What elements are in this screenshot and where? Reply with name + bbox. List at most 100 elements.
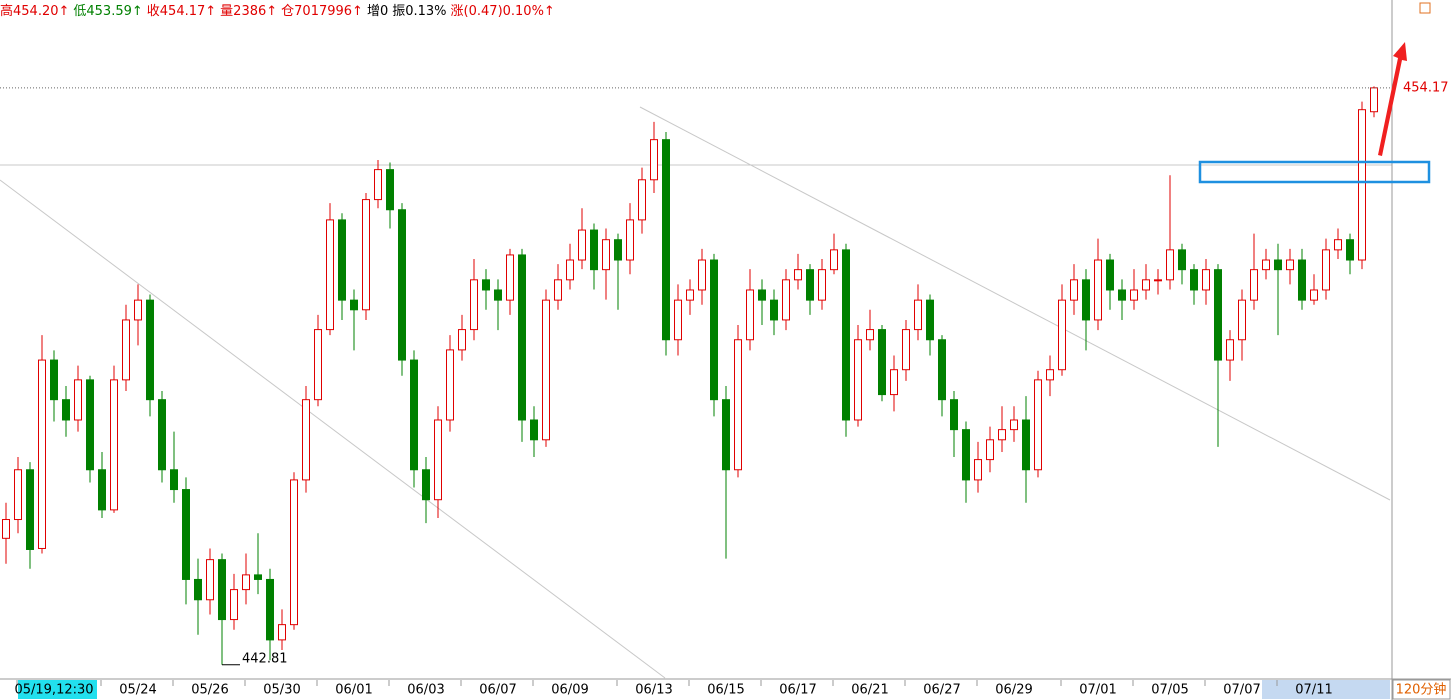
candle-body bbox=[1070, 279, 1078, 301]
candle-body bbox=[1010, 419, 1018, 431]
x-tick-label: 06/03 bbox=[407, 683, 444, 698]
candle-body bbox=[1178, 249, 1186, 271]
quote-field: 增0 bbox=[367, 4, 388, 19]
candle-body bbox=[1214, 269, 1222, 361]
candle-body bbox=[398, 209, 406, 361]
candle-body bbox=[698, 259, 706, 291]
quote-header: 高454.20↑ 低453.59↑ 收454.17↑ 量2386↑ 仓7017996↑ 增… bbox=[0, 3, 555, 19]
candle-body bbox=[446, 349, 454, 421]
candle-body bbox=[1118, 289, 1126, 301]
candle-body bbox=[230, 589, 238, 621]
candle-body bbox=[1262, 259, 1270, 271]
x-tick-label: 07/07 bbox=[1223, 683, 1260, 698]
candle-body bbox=[914, 299, 922, 331]
candle-body bbox=[266, 578, 274, 641]
candle-body bbox=[890, 369, 898, 396]
candle-body bbox=[26, 469, 34, 550]
quote-field: 收454.17↑ bbox=[147, 4, 216, 19]
x-tick-label: 06/27 bbox=[923, 683, 960, 698]
candle-body bbox=[1154, 279, 1162, 282]
candle-body bbox=[1226, 339, 1234, 361]
candle-body bbox=[758, 289, 766, 301]
candle-body bbox=[1022, 419, 1030, 471]
candle-body bbox=[1286, 259, 1294, 271]
x-tick-label: 06/13 bbox=[635, 683, 672, 698]
candle-body bbox=[422, 469, 430, 501]
x-tick-label: 06/01 bbox=[335, 683, 372, 698]
x-tick-label: 05/26 bbox=[191, 683, 228, 698]
x-tick-label: 07/01 bbox=[1079, 683, 1116, 698]
candle-body bbox=[866, 329, 874, 341]
candle-body bbox=[734, 339, 742, 471]
candle-body bbox=[218, 559, 226, 621]
candle-body bbox=[830, 249, 838, 271]
candle-body bbox=[962, 429, 970, 481]
quote-field: 涨(0.47)0.10%↑ bbox=[451, 4, 555, 19]
candle-body bbox=[1190, 269, 1198, 291]
candle-body bbox=[1310, 289, 1318, 301]
candle-body bbox=[554, 279, 562, 301]
quote-field: 量2386↑ bbox=[220, 4, 277, 19]
candle-body bbox=[566, 259, 574, 281]
quote-field: 振0.13% bbox=[392, 4, 446, 19]
candle-body bbox=[818, 269, 826, 301]
x-tick-label: 06/07 bbox=[479, 683, 516, 698]
candle-body bbox=[158, 399, 166, 471]
candle-body bbox=[1130, 289, 1138, 301]
candle-body bbox=[182, 489, 190, 580]
candle-body bbox=[782, 279, 790, 321]
candle-body bbox=[1082, 279, 1090, 321]
candle-body bbox=[134, 299, 142, 321]
x-tick-label: 05/24 bbox=[119, 683, 156, 698]
candle-body bbox=[806, 269, 814, 301]
candle-body bbox=[290, 479, 298, 626]
candle-body bbox=[578, 229, 586, 261]
candle-body bbox=[770, 299, 778, 321]
x-tick-label: 06/21 bbox=[851, 683, 888, 698]
candle-body bbox=[1094, 259, 1102, 321]
candle-body bbox=[278, 624, 286, 641]
candle-body bbox=[506, 254, 514, 301]
candle-body bbox=[926, 299, 934, 341]
candle-body bbox=[638, 179, 646, 221]
candle-body bbox=[1274, 259, 1282, 271]
candle-body bbox=[1358, 109, 1366, 261]
x-tick-label: 06/15 bbox=[707, 683, 744, 698]
candle-body bbox=[314, 329, 322, 401]
candle-body bbox=[146, 299, 154, 401]
candle-body bbox=[746, 289, 754, 341]
candle-body bbox=[1142, 279, 1150, 291]
quote-field: 高454.20↑ bbox=[0, 3, 69, 19]
period-box[interactable] bbox=[1392, 679, 1451, 700]
trend-line bbox=[0, 179, 666, 679]
candle-body bbox=[1334, 239, 1342, 251]
period-label[interactable]: 120分钟 bbox=[1396, 682, 1447, 698]
candle-body bbox=[1106, 259, 1114, 291]
candle-body bbox=[38, 359, 46, 549]
last-price-label: 454.17 bbox=[1403, 80, 1449, 95]
candles bbox=[2, 86, 1378, 665]
candle-body bbox=[50, 359, 58, 401]
candle-body bbox=[326, 219, 334, 331]
cursor-date-highlight bbox=[18, 680, 97, 699]
candle-body bbox=[974, 459, 982, 481]
candle-body bbox=[62, 399, 70, 421]
candle-body bbox=[722, 399, 730, 471]
candle-body bbox=[902, 329, 910, 371]
panel-icon[interactable] bbox=[1419, 2, 1431, 14]
candle-body bbox=[662, 139, 670, 341]
candle-body bbox=[950, 399, 958, 431]
candle-body bbox=[1046, 369, 1054, 381]
x-tick-label: 06/09 bbox=[551, 683, 588, 698]
candle-body bbox=[494, 289, 502, 301]
candle-body bbox=[98, 469, 106, 511]
candle-body bbox=[626, 219, 634, 261]
x-tick-label: 06/29 bbox=[995, 683, 1032, 698]
low-label: 442.81 bbox=[242, 651, 288, 666]
candle-body bbox=[1238, 299, 1246, 341]
trend-line bbox=[639, 106, 1391, 501]
candle-body bbox=[710, 259, 718, 401]
candle-body bbox=[986, 439, 994, 461]
